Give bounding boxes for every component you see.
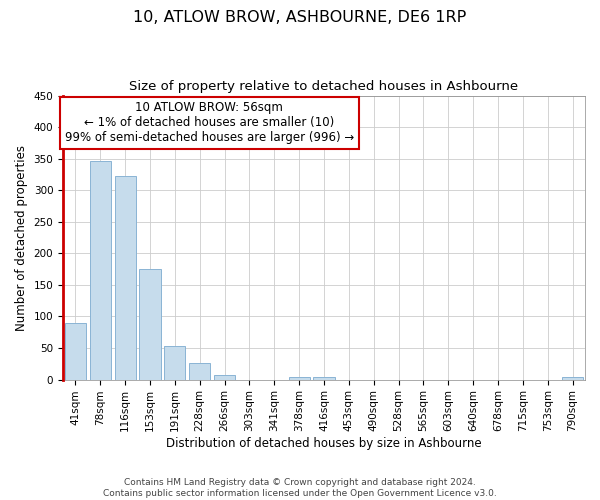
Text: 10 ATLOW BROW: 56sqm
← 1% of detached houses are smaller (10)
99% of semi-detach: 10 ATLOW BROW: 56sqm ← 1% of detached ho… — [65, 101, 354, 144]
Text: 10, ATLOW BROW, ASHBOURNE, DE6 1RP: 10, ATLOW BROW, ASHBOURNE, DE6 1RP — [133, 10, 467, 25]
Bar — [562, 377, 583, 380]
Bar — [313, 377, 335, 380]
Bar — [90, 160, 111, 380]
Bar — [214, 374, 235, 380]
Title: Size of property relative to detached houses in Ashbourne: Size of property relative to detached ho… — [130, 80, 518, 93]
Y-axis label: Number of detached properties: Number of detached properties — [15, 144, 28, 330]
Bar — [189, 363, 210, 380]
Text: Contains HM Land Registry data © Crown copyright and database right 2024.
Contai: Contains HM Land Registry data © Crown c… — [103, 478, 497, 498]
Bar — [65, 323, 86, 380]
Bar — [115, 176, 136, 380]
Bar — [289, 377, 310, 380]
Bar — [164, 346, 185, 380]
X-axis label: Distribution of detached houses by size in Ashbourne: Distribution of detached houses by size … — [166, 437, 482, 450]
Bar — [139, 269, 161, 380]
